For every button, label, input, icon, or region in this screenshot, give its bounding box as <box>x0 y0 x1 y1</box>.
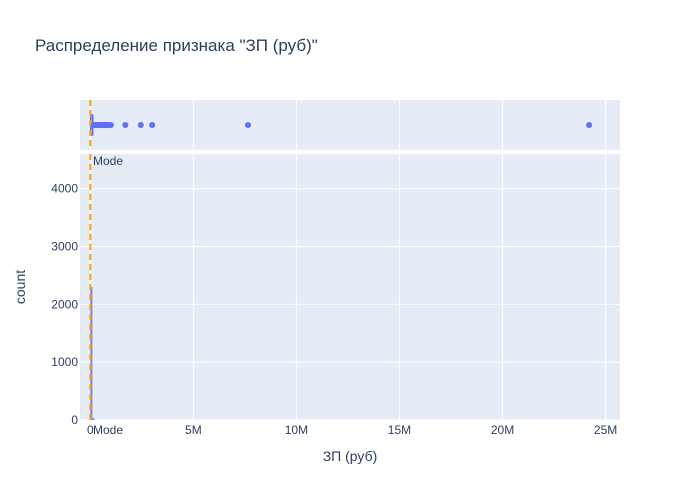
x-axis-title: ЗП (руб) <box>323 448 378 464</box>
outlier-point <box>107 122 114 128</box>
histogram-bars <box>90 287 95 420</box>
x-tick-label: 10M <box>285 423 308 437</box>
outlier-point <box>149 122 156 128</box>
histogram-bar <box>90 287 93 420</box>
x-axis-ticks: 0 5M 10M 15M 20M 25M <box>87 423 617 437</box>
outlier-point <box>586 122 593 128</box>
histogram-plot-area <box>80 154 620 420</box>
marginal-box-marks <box>89 114 593 136</box>
chart-title: Распределение признака "ЗП (руб)" <box>35 36 318 55</box>
y-tick-label: 3000 <box>51 240 78 254</box>
y-axis-title: count <box>12 270 28 304</box>
x-tick-label: 25M <box>594 423 617 437</box>
outlier-point <box>137 122 144 128</box>
x-tick-label: 5M <box>185 423 202 437</box>
mode-annotation-bottom: Mode <box>93 423 123 437</box>
outlier-point <box>122 122 129 128</box>
outlier-point <box>244 122 251 128</box>
x-tick-label: 15M <box>388 423 411 437</box>
y-tick-label: 0 <box>71 413 78 427</box>
y-axis-ticks: 0 1000 2000 3000 4000 <box>51 182 78 427</box>
y-tick-label: 1000 <box>51 355 78 369</box>
marginal-plot-area <box>80 100 620 150</box>
y-tick-label: 4000 <box>51 182 78 196</box>
mode-annotation-top: Mode <box>93 154 123 168</box>
x-tick-label: 0 <box>87 423 94 437</box>
histogram-bar <box>92 418 95 420</box>
y-tick-label: 2000 <box>51 297 78 311</box>
x-tick-label: 20M <box>491 423 514 437</box>
